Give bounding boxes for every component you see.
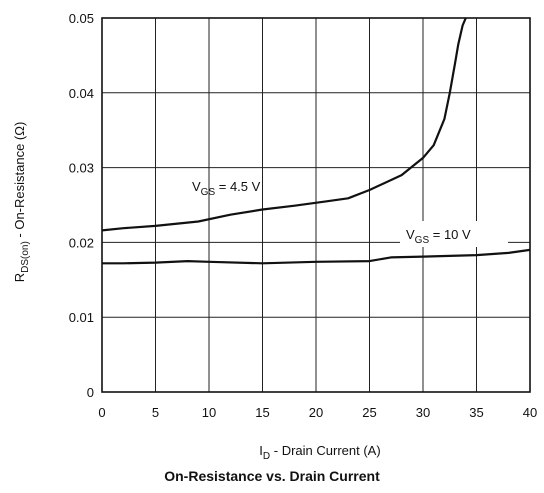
series-label-bg-10v (400, 221, 508, 247)
y-tick-label: 0.03 (69, 161, 94, 176)
y-axis-label: RDS(on) - On-Resistance (Ω) (12, 122, 31, 283)
series-line-vgs-10 (102, 248, 530, 265)
plot-frame (101, 17, 531, 393)
y-tick-label: 0.02 (69, 235, 94, 250)
x-tick-label: 30 (416, 405, 430, 420)
grid-lines (101, 17, 531, 393)
x-tick-labels: 0 5 10 15 20 25 30 35 40 (98, 405, 537, 420)
x-tick-label: 25 (362, 405, 376, 420)
y-tick-label: 0.04 (69, 86, 94, 101)
x-tick-label: 10 (202, 405, 216, 420)
series-label-vgs-10: VGS = 10 V (406, 227, 471, 246)
chart-title: On-Resistance vs. Drain Current (164, 468, 380, 484)
x-axis-label: ID - Drain Current (A) (259, 443, 380, 462)
x-tick-label: 5 (152, 405, 159, 420)
x-tick-label: 35 (469, 405, 483, 420)
x-tick-label: 40 (523, 405, 537, 420)
y-tick-label: 0 (87, 385, 94, 400)
y-tick-label: 0.05 (69, 11, 94, 26)
y-tick-labels: 0 0.01 0.02 0.03 0.04 0.05 (69, 11, 94, 400)
y-tick-label: 0.01 (69, 310, 94, 325)
series-label-vgs-4-5: VGS = 4.5 V (192, 179, 261, 198)
x-tick-label: 20 (309, 405, 323, 420)
x-tick-label: 15 (255, 405, 269, 420)
series-line-vgs-4-5 (102, 18, 467, 232)
series-lines (102, 18, 530, 265)
x-tick-label: 0 (98, 405, 105, 420)
